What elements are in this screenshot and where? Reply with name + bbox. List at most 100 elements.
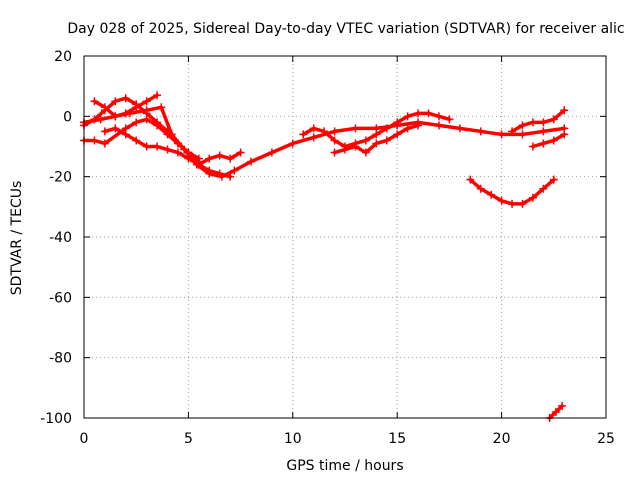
data-point bbox=[111, 97, 120, 106]
data-point bbox=[153, 121, 162, 130]
data-point bbox=[100, 127, 109, 136]
data-point bbox=[539, 184, 548, 193]
data-point bbox=[382, 124, 391, 133]
data-point bbox=[518, 121, 527, 130]
y-tick-label: -20 bbox=[49, 170, 72, 186]
data-point bbox=[320, 127, 329, 136]
data-point bbox=[100, 139, 109, 148]
data-point bbox=[247, 157, 256, 166]
data-point bbox=[330, 148, 339, 157]
data-point bbox=[528, 142, 537, 151]
y-axis-label: SDTVAR / TECUs bbox=[9, 181, 25, 296]
data-point bbox=[173, 148, 182, 157]
data-point bbox=[157, 103, 166, 112]
data-point bbox=[518, 130, 527, 139]
x-tick-label: 10 bbox=[284, 431, 302, 447]
data-series bbox=[330, 121, 423, 157]
data-point bbox=[132, 136, 141, 145]
data-point bbox=[351, 124, 360, 133]
data-point bbox=[549, 136, 558, 145]
data-point bbox=[539, 139, 548, 148]
data-point bbox=[288, 139, 297, 148]
x-tick-label: 5 bbox=[184, 431, 193, 447]
data-series bbox=[100, 124, 235, 181]
data-point bbox=[508, 127, 517, 136]
data-point bbox=[403, 124, 412, 133]
data-series bbox=[508, 106, 569, 136]
data-point bbox=[90, 115, 99, 124]
data-point bbox=[267, 148, 276, 157]
data-point bbox=[142, 115, 151, 124]
data-point bbox=[382, 136, 391, 145]
data-point bbox=[414, 109, 423, 118]
data-point bbox=[434, 112, 443, 121]
data-point bbox=[393, 130, 402, 139]
data-point bbox=[194, 160, 203, 169]
x-tick-label: 20 bbox=[493, 431, 511, 447]
data-point bbox=[403, 112, 412, 121]
data-point bbox=[173, 139, 182, 148]
x-tick-label: 15 bbox=[388, 431, 406, 447]
data-point bbox=[518, 199, 527, 208]
data-point bbox=[163, 130, 172, 139]
data-point bbox=[539, 127, 548, 136]
data-point bbox=[528, 193, 537, 202]
data-point bbox=[361, 136, 370, 145]
data-point bbox=[121, 109, 130, 118]
data-point bbox=[445, 115, 454, 124]
data-point bbox=[476, 184, 485, 193]
series-trace bbox=[510, 108, 566, 134]
y-tick-label: 0 bbox=[63, 109, 72, 125]
plot-area bbox=[80, 91, 569, 422]
y-tick-label: 20 bbox=[54, 49, 72, 65]
data-point bbox=[226, 172, 235, 181]
data-point bbox=[466, 175, 475, 184]
data-series bbox=[466, 175, 558, 208]
data-point bbox=[424, 109, 433, 118]
data-point bbox=[205, 166, 214, 175]
data-point bbox=[230, 166, 239, 175]
data-point bbox=[414, 121, 423, 130]
data-point bbox=[393, 118, 402, 127]
data-point bbox=[558, 401, 567, 410]
data-point bbox=[560, 106, 569, 115]
data-point bbox=[90, 97, 99, 106]
data-series bbox=[528, 130, 569, 151]
data-point bbox=[455, 124, 464, 133]
data-point bbox=[132, 100, 141, 109]
data-point bbox=[551, 407, 560, 416]
data-point bbox=[184, 154, 193, 163]
data-point bbox=[236, 148, 245, 157]
data-point bbox=[351, 142, 360, 151]
data-point bbox=[549, 175, 558, 184]
y-tick-label: -40 bbox=[49, 230, 72, 246]
data-point bbox=[497, 130, 506, 139]
data-point bbox=[132, 118, 141, 127]
data-point bbox=[215, 169, 224, 178]
data-point bbox=[309, 124, 318, 133]
data-series bbox=[80, 103, 569, 181]
data-point bbox=[90, 136, 99, 145]
data-point bbox=[372, 139, 381, 148]
data-point bbox=[121, 94, 130, 103]
data-point bbox=[549, 115, 558, 124]
data-point bbox=[121, 130, 130, 139]
y-tick-label: -60 bbox=[49, 290, 72, 306]
data-point bbox=[153, 91, 162, 100]
data-point bbox=[497, 196, 506, 205]
data-point bbox=[142, 142, 151, 151]
data-point bbox=[361, 148, 370, 157]
data-series bbox=[299, 109, 454, 151]
axis-ticks: 0 5 10 15 20 25 -100 -80 -60 -40 -20 0 20 bbox=[40, 49, 615, 447]
series-trace bbox=[82, 105, 566, 179]
x-axis-label: GPS time / hours bbox=[286, 458, 403, 474]
data-point bbox=[163, 145, 172, 154]
data-series bbox=[545, 401, 567, 422]
data-point bbox=[539, 118, 548, 127]
data-point bbox=[476, 127, 485, 136]
data-point bbox=[330, 127, 339, 136]
y-tick-label: -80 bbox=[49, 351, 72, 367]
data-point bbox=[330, 136, 339, 145]
data-point bbox=[215, 151, 224, 160]
